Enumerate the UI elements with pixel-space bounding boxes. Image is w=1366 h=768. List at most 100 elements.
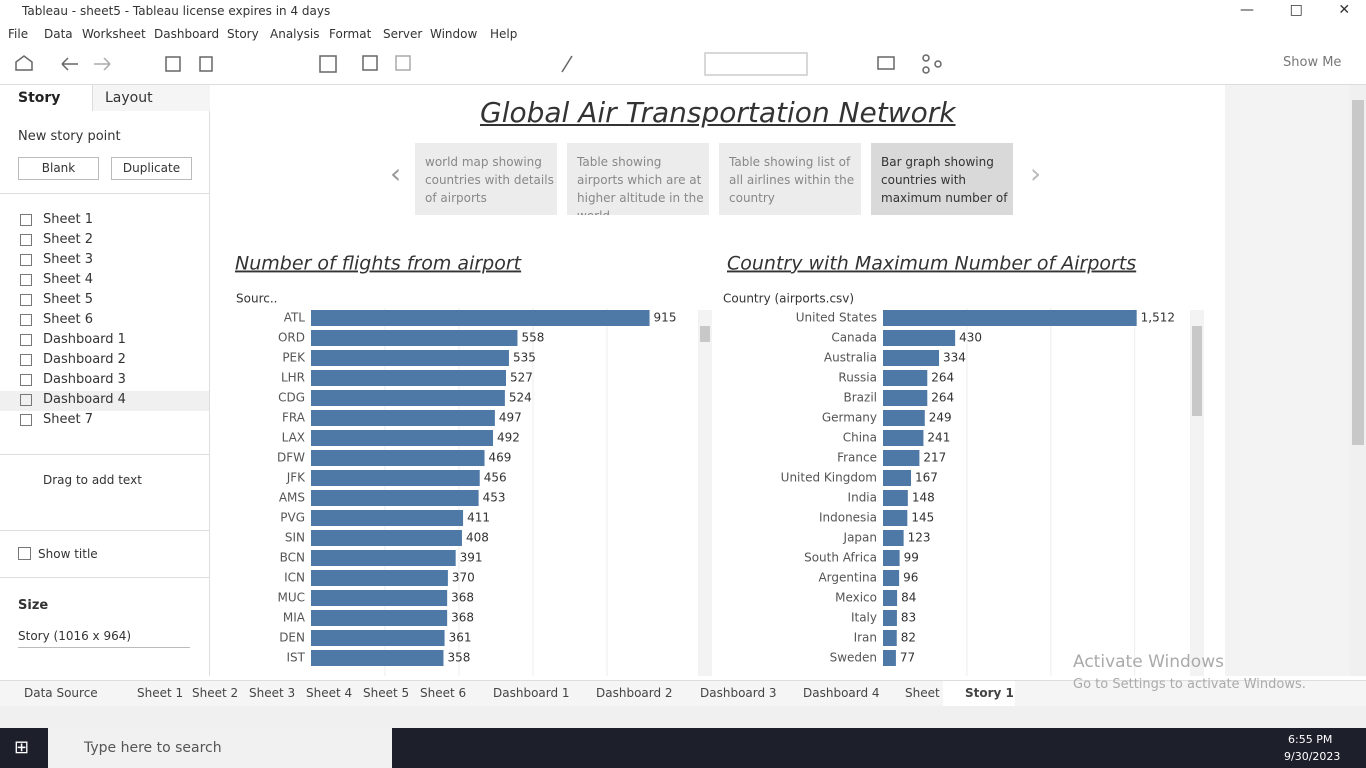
size-dropdown[interactable]: Story (1016 x 964) (18, 629, 190, 648)
story-title: Global Air Transportation Network (480, 96, 956, 129)
bar (311, 650, 444, 666)
bar (883, 630, 897, 646)
value-label: 82 (901, 631, 916, 645)
sheet-icon (20, 414, 32, 426)
show-me-button[interactable]: Show Me (1283, 55, 1342, 70)
sheet-tab[interactable]: Dashboard 4 (803, 686, 880, 700)
value-label: 264 (931, 371, 954, 385)
sidebar-tab[interactable]: Layout (105, 90, 153, 106)
sheet-item[interactable]: Sheet 4 (43, 272, 93, 287)
category-label: PEK (282, 351, 306, 365)
menu-item[interactable]: Format (329, 27, 372, 41)
value-label: 469 (489, 451, 512, 465)
sidebar-tab[interactable]: Story (18, 90, 61, 106)
sheet-icon (20, 354, 32, 366)
duplicate-button[interactable]: Duplicate (111, 157, 192, 180)
sheet-tab[interactable]: Sheet 1 (137, 686, 184, 700)
sheet-tab[interactable]: Sheet 6 (420, 686, 467, 700)
sheet-tab[interactable]: Sheet 7 (905, 686, 952, 700)
story-point[interactable]: Table showing airports which are at high… (567, 143, 709, 215)
story-point[interactable]: Bar graph showing countries with maximum… (871, 143, 1013, 215)
next-arrow[interactable]: › (1030, 157, 1042, 190)
value-label: 148 (912, 491, 935, 505)
menu-item[interactable]: Server (383, 27, 423, 41)
window-controls[interactable]: — □ ✕ (1240, 2, 1351, 18)
drag-text[interactable]: Drag to add text (43, 473, 142, 487)
sheet-tab[interactable]: Dashboard 1 (493, 686, 570, 700)
menu-item[interactable]: Help (490, 27, 518, 41)
checkbox[interactable] (18, 547, 31, 560)
menu-bar: File Data Worksheet Dashboard Story Analysis F… (0, 24, 1366, 44)
sheet-tab[interactable]: Sheet 5 (363, 686, 410, 700)
category-label: Russia (838, 371, 877, 385)
value-label: 527 (510, 371, 533, 385)
sheet-item[interactable]: Sheet 6 (43, 312, 93, 327)
selected-row (0, 391, 209, 411)
chart-title: Number of flights from airport (235, 253, 523, 275)
menu-item[interactable]: Worksheet (82, 27, 146, 41)
sheet-icon (20, 314, 32, 326)
sidebar-tab[interactable] (92, 85, 210, 111)
value-label: 217 (923, 451, 946, 465)
menu-item[interactable]: File (8, 27, 29, 41)
category-label: Japan (843, 531, 877, 545)
menu-item[interactable]: Story (227, 27, 259, 41)
sheet-item[interactable]: Sheet 3 (43, 252, 93, 267)
scroll-thumb (700, 326, 710, 342)
category-label: Brazil (844, 391, 878, 405)
search-box[interactable] (48, 728, 392, 768)
value-label: 249 (929, 411, 952, 425)
sheet-tab[interactable]: Sheet 3 (249, 686, 296, 700)
sheet-item[interactable]: Sheet 5 (43, 292, 93, 307)
sheet-item[interactable]: Dashboard 3 (43, 372, 126, 387)
sheet-item[interactable]: Sheet 2 (43, 232, 93, 247)
bar (883, 370, 928, 386)
value-label: 241 (927, 431, 950, 445)
category-label: France (837, 451, 877, 465)
sidebar-heading: New story point (18, 129, 121, 144)
sheet-tab[interactable]: Sheet 4 (306, 686, 353, 700)
category-label: Australia (824, 351, 877, 365)
category-label: DFW (277, 451, 305, 465)
value-label: 915 (654, 311, 677, 325)
divider (0, 577, 209, 578)
sheet-item[interactable]: Sheet 7 (43, 412, 93, 427)
sheet-tab[interactable]: Story 1 (965, 686, 1014, 700)
y-axis-label: Sourc.. (236, 292, 277, 306)
value-label: 83 (901, 611, 916, 625)
sheet-icon (20, 294, 32, 306)
status-bar (0, 706, 1366, 728)
sidebar-content: Story Layout New story point Blank Duplicate… (0, 85, 210, 676)
value-label: 99 (904, 551, 919, 565)
sheet-item[interactable]: Dashboard 1 (43, 332, 126, 347)
category-label: LAX (282, 431, 305, 445)
sheet-item[interactable]: Dashboard 2 (43, 352, 126, 367)
show-title[interactable]: Show title (38, 547, 98, 561)
sheet-tab[interactable]: Dashboard 3 (700, 686, 777, 700)
value-label: 264 (931, 391, 954, 405)
menu-item[interactable]: Dashboard (154, 27, 220, 41)
story-point[interactable]: Table showing list of all airlines withi… (719, 143, 861, 215)
menu-item[interactable]: Analysis (270, 27, 320, 41)
active-tab[interactable] (943, 681, 1015, 706)
blank-button[interactable]: Blank (18, 157, 99, 180)
category-label: AMS (279, 491, 305, 505)
value-label: 334 (943, 351, 966, 365)
category-label: SIN (285, 531, 305, 545)
sheet-tab[interactable]: Data Source (24, 686, 98, 700)
search-placeholder: Type here to search (84, 740, 222, 756)
menu-item[interactable]: Window (430, 27, 478, 41)
value-label: 492 (497, 431, 520, 445)
menu-item[interactable]: Data (44, 27, 73, 41)
canvas-scrollbar[interactable] (1350, 85, 1366, 676)
sheet-tab[interactable]: Dashboard 2 (596, 686, 673, 700)
watermark-title: Activate Windows (1073, 652, 1224, 672)
story-point[interactable]: world map showing countries with details… (415, 143, 557, 215)
category-label: Argentina (818, 571, 877, 585)
sheet-item[interactable]: Sheet 1 (43, 212, 93, 227)
sheet-item[interactable]: Dashboard 4 (43, 392, 126, 407)
prev-arrow[interactable]: ‹ (390, 157, 402, 190)
start-button[interactable]: ⊞ (14, 737, 30, 758)
sheet-tab[interactable]: Sheet 2 (192, 686, 239, 700)
